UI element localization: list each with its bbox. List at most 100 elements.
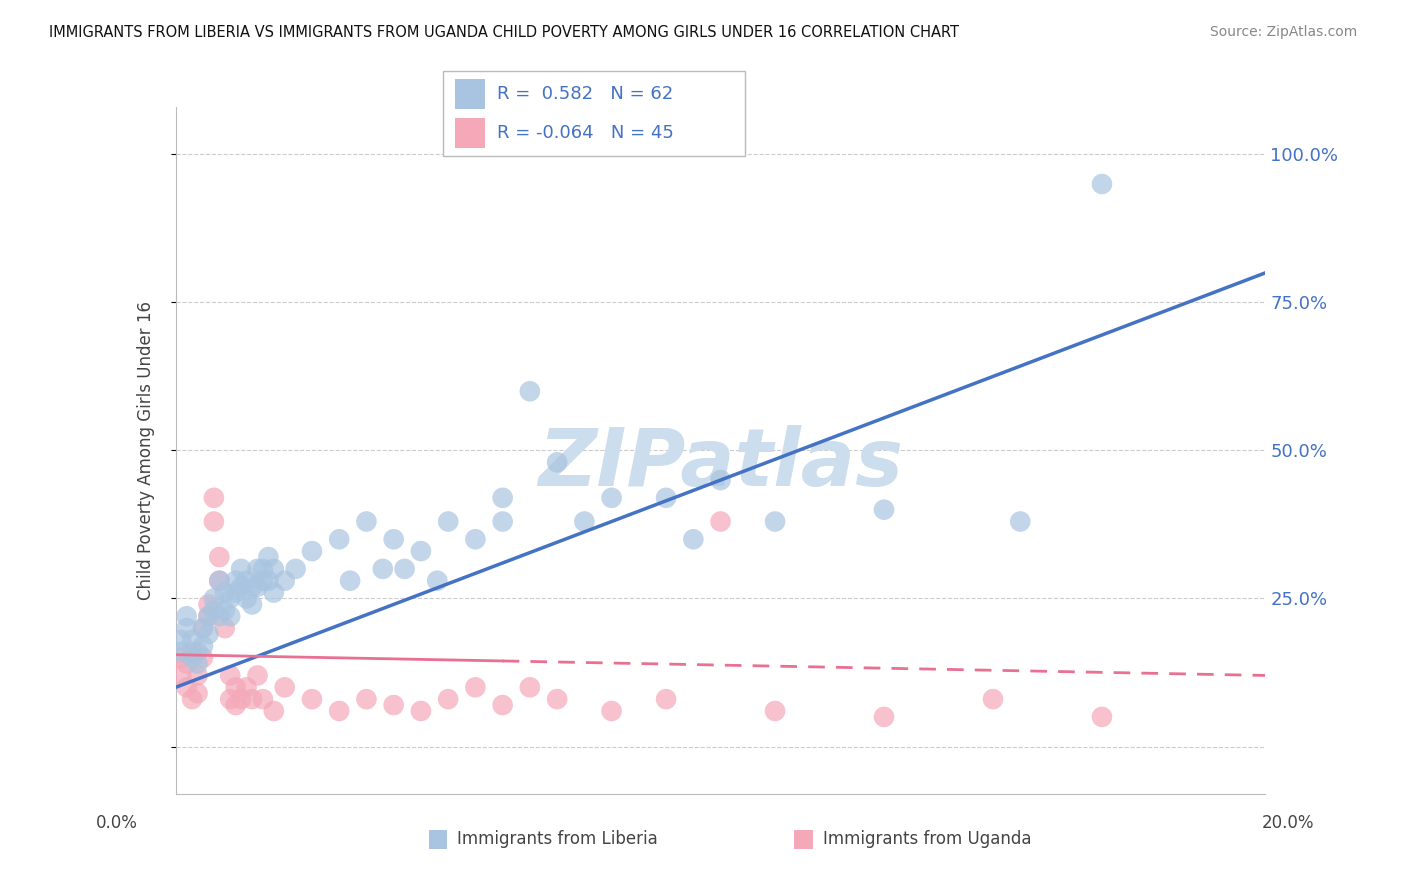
Point <box>426 574 449 588</box>
Point <box>225 585 247 599</box>
Point <box>263 562 285 576</box>
Point <box>240 692 263 706</box>
Text: R = -0.064   N = 45: R = -0.064 N = 45 <box>498 124 675 142</box>
Point <box>252 692 274 706</box>
Point <box>519 681 541 695</box>
Point <box>186 686 209 700</box>
Point <box>655 692 678 706</box>
Point <box>197 627 219 641</box>
Point <box>339 574 361 588</box>
Point <box>328 704 350 718</box>
Point <box>274 574 297 588</box>
Text: IMMIGRANTS FROM LIBERIA VS IMMIGRANTS FROM UGANDA CHILD POVERTY AMONG GIRLS UNDE: IMMIGRANTS FROM LIBERIA VS IMMIGRANTS FR… <box>49 25 959 40</box>
Point <box>235 681 257 695</box>
Point <box>170 645 193 659</box>
Point <box>394 562 416 576</box>
Point <box>208 609 231 624</box>
Point <box>252 562 274 576</box>
Point <box>181 650 204 665</box>
Point <box>274 681 297 695</box>
Point <box>235 591 257 606</box>
Point <box>437 515 460 529</box>
Point <box>1091 177 1114 191</box>
Point <box>246 562 269 576</box>
Point <box>240 598 263 612</box>
Point <box>191 650 214 665</box>
Point <box>409 704 432 718</box>
Point <box>181 645 204 659</box>
Point <box>219 591 242 606</box>
Point <box>202 591 225 606</box>
Point <box>202 603 225 617</box>
Point <box>301 692 323 706</box>
Point <box>176 621 198 635</box>
Point <box>181 632 204 647</box>
Point <box>186 668 209 682</box>
Point <box>170 632 193 647</box>
Point <box>710 473 733 487</box>
Point <box>197 609 219 624</box>
Point <box>263 585 285 599</box>
Text: ZIPatlas: ZIPatlas <box>538 425 903 503</box>
Point <box>240 580 263 594</box>
Point <box>519 384 541 399</box>
Point <box>176 657 198 671</box>
FancyBboxPatch shape <box>443 71 745 156</box>
Text: 0.0%: 0.0% <box>96 814 138 831</box>
Point <box>600 491 623 505</box>
Point <box>492 698 515 712</box>
Point <box>231 580 253 594</box>
Point <box>231 562 253 576</box>
Point <box>170 650 193 665</box>
Point <box>284 562 307 576</box>
Point <box>710 515 733 529</box>
Point <box>246 668 269 682</box>
Point <box>257 574 280 588</box>
Point <box>197 598 219 612</box>
Point <box>464 533 486 547</box>
Point <box>1010 515 1032 529</box>
Point <box>409 544 432 558</box>
Point <box>208 574 231 588</box>
Point <box>191 621 214 635</box>
Point <box>763 704 786 718</box>
Point <box>219 609 242 624</box>
Point <box>301 544 323 558</box>
Point <box>202 515 225 529</box>
Point <box>214 603 236 617</box>
Point <box>231 692 253 706</box>
Point <box>257 549 280 564</box>
Point <box>202 491 225 505</box>
Point <box>219 668 242 682</box>
Point <box>356 515 378 529</box>
Point <box>186 645 209 659</box>
Point <box>464 681 486 695</box>
Point <box>763 515 786 529</box>
Text: Immigrants from Liberia: Immigrants from Liberia <box>457 830 658 848</box>
Point <box>225 574 247 588</box>
Point <box>170 668 193 682</box>
Y-axis label: Child Poverty Among Girls Under 16: Child Poverty Among Girls Under 16 <box>136 301 155 600</box>
Point <box>191 621 214 635</box>
Point <box>219 692 242 706</box>
Point <box>371 562 394 576</box>
Point <box>492 515 515 529</box>
Point <box>546 692 568 706</box>
Point <box>186 657 209 671</box>
Point <box>225 681 247 695</box>
Point <box>382 698 405 712</box>
Point <box>246 580 269 594</box>
Point <box>655 491 678 505</box>
Text: R =  0.582   N = 62: R = 0.582 N = 62 <box>498 86 673 103</box>
Point <box>176 681 198 695</box>
Bar <box>456 118 485 148</box>
Bar <box>456 79 485 110</box>
Point <box>873 710 896 724</box>
Text: 20.0%: 20.0% <box>1263 814 1315 831</box>
Point <box>208 574 231 588</box>
Point <box>873 502 896 516</box>
Point <box>235 574 257 588</box>
Point <box>191 639 214 653</box>
Point <box>546 455 568 469</box>
Point <box>682 533 704 547</box>
